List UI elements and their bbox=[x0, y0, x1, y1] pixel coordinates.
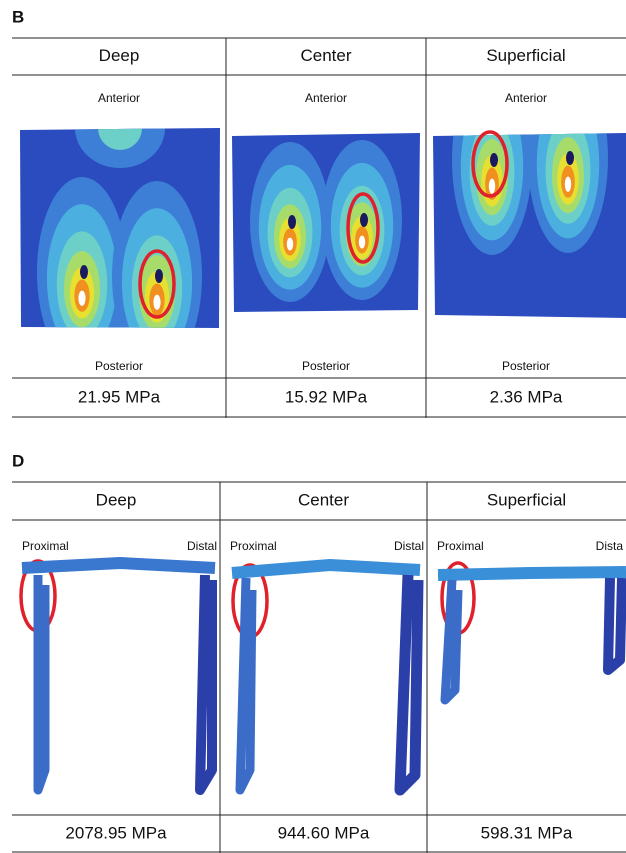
panel-b-art bbox=[0, 0, 626, 853]
column-header: Center bbox=[298, 490, 349, 509]
heat-contour bbox=[153, 295, 160, 310]
stress-value: 15.92 MPa bbox=[285, 387, 368, 406]
figure: B Deep Anterior Posterior 21.95 MPa Center Ant… bbox=[0, 0, 626, 853]
hole bbox=[490, 153, 498, 167]
page: B Deep Anterior Posterior 21.95 MPa Center Ant… bbox=[0, 0, 626, 853]
column-header: Superficial bbox=[486, 46, 565, 65]
hole bbox=[566, 151, 574, 165]
stress-value: 2078.95 MPa bbox=[65, 823, 167, 842]
orientation-label: Distal bbox=[394, 539, 424, 553]
frame-member bbox=[22, 563, 215, 568]
stress-value: 2.36 MPa bbox=[490, 387, 563, 406]
frame-member bbox=[240, 578, 252, 790]
orientation-label: Proximal bbox=[22, 539, 69, 553]
orientation-label: Anterior bbox=[98, 91, 140, 105]
heat-contour bbox=[287, 238, 293, 251]
column-header: Deep bbox=[99, 46, 140, 65]
frame-member bbox=[38, 575, 45, 790]
hole bbox=[360, 213, 368, 227]
orientation-label: Dista bbox=[596, 539, 624, 553]
stress-value: 21.95 MPa bbox=[78, 387, 161, 406]
panel-label: D bbox=[12, 451, 24, 470]
column-header: Center bbox=[300, 46, 351, 65]
stress-value: 598.31 MPa bbox=[481, 823, 573, 842]
heat-contour bbox=[565, 177, 571, 192]
orientation-label: Proximal bbox=[437, 539, 484, 553]
frame-member bbox=[438, 572, 626, 575]
hole bbox=[288, 215, 296, 229]
panel-label: B bbox=[12, 7, 24, 26]
frame-member bbox=[445, 580, 458, 700]
column-header: Superficial bbox=[487, 490, 566, 509]
orientation-label: Anterior bbox=[505, 91, 547, 105]
orientation-label: Distal bbox=[187, 539, 217, 553]
orientation-label: Posterior bbox=[302, 359, 350, 373]
heat-contour bbox=[359, 236, 365, 249]
heat-contour bbox=[78, 291, 85, 306]
orientation-label: Posterior bbox=[502, 359, 550, 373]
orientation-label: Proximal bbox=[230, 539, 277, 553]
hole bbox=[155, 269, 163, 283]
column-header: Deep bbox=[96, 490, 137, 509]
stress-value: 944.60 MPa bbox=[278, 823, 370, 842]
hole bbox=[80, 265, 88, 279]
heat-contour bbox=[489, 179, 495, 194]
orientation-label: Anterior bbox=[305, 91, 347, 105]
orientation-label: Posterior bbox=[95, 359, 143, 373]
